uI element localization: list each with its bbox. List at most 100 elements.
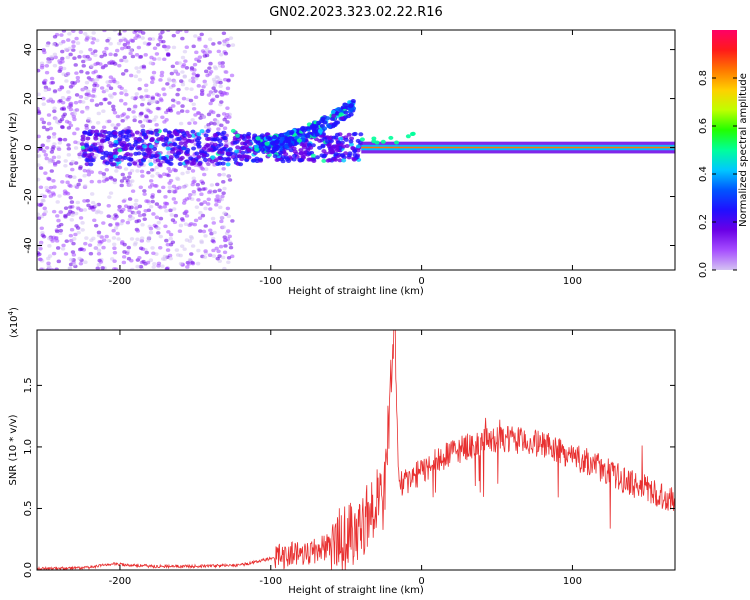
spectrogram-cell	[244, 154, 250, 159]
spectrogram-cell	[162, 57, 167, 62]
spectrogram-cell	[48, 185, 54, 190]
snr-panel: -200 -100 0 100 0.0 0.5 1.0 1.5 Height of strai…	[7, 307, 676, 596]
spectrogram-cell	[235, 133, 241, 138]
spectrogram-cell	[166, 166, 171, 171]
spectrogram-cell	[211, 97, 216, 102]
spectrogram-cell	[200, 213, 206, 218]
spectrogram-cell	[405, 134, 411, 139]
spectrogram-cell	[148, 179, 154, 183]
spectrogram-cell	[74, 108, 80, 112]
spectrogram-cell	[89, 98, 95, 103]
spectrogram-cell	[207, 147, 213, 152]
spectrogram-ylabel: Frequency (Hz)	[8, 112, 19, 188]
spectrogram-cell	[182, 141, 188, 146]
spectrogram-cell	[117, 137, 123, 142]
spectrogram-cell	[208, 228, 213, 233]
spectrogram-cell	[127, 162, 133, 167]
spectrogram-cell	[225, 162, 231, 167]
spectrogram-cell	[107, 101, 112, 105]
spectrogram-cell	[215, 194, 220, 198]
spectrogram-cell	[95, 120, 101, 125]
spectrogram-cell	[87, 243, 93, 247]
spectrogram-cell	[371, 136, 377, 141]
spectrogram-cell	[202, 79, 207, 84]
spectrogram-cell	[208, 207, 213, 211]
spectrogram-cell	[50, 99, 56, 104]
spectrogram-cell	[134, 130, 140, 135]
colorbar-tick-label: 0.6	[698, 118, 709, 134]
spectrogram-cell	[184, 45, 189, 50]
spectrogram-cell	[82, 86, 88, 91]
spectrogram-cell	[188, 222, 194, 226]
spectrogram-cell	[100, 155, 106, 160]
spectrogram-cell	[68, 209, 73, 214]
spectrogram-cell	[280, 155, 286, 160]
spectrogram-cell	[46, 264, 51, 268]
spectrogram-cell	[128, 48, 133, 53]
spectrogram-cell	[43, 209, 48, 214]
spectrogram-cell	[292, 149, 298, 154]
spectrogram-cell	[220, 161, 226, 166]
spectrogram-cell	[189, 252, 194, 256]
spectrogram-cell	[100, 138, 106, 143]
spectrogram-cell	[349, 136, 355, 141]
spectrogram-cell	[334, 120, 341, 125]
spectrogram-cell	[188, 234, 194, 239]
spectrogram-cell	[138, 246, 144, 251]
spectrogram-cell	[169, 71, 175, 76]
spectrogram-cell	[102, 30, 107, 33]
spectrogram-cell	[104, 161, 110, 166]
spectrogram-cell	[181, 136, 187, 141]
spectrogram-cell	[41, 234, 47, 239]
spectrogram-cell	[158, 205, 163, 210]
spectrogram-cell	[54, 239, 60, 243]
colorbar-tick-label: 0.8	[698, 70, 709, 86]
spectrogram-cell	[184, 210, 189, 214]
y-tick-label: 1.0	[23, 439, 34, 455]
spectrogram-cell	[197, 55, 203, 60]
spectrogram-cell	[351, 157, 357, 162]
spectrogram-cell	[146, 235, 152, 240]
spectrogram-cell	[140, 102, 145, 107]
spectrogram-cell	[215, 182, 220, 187]
spectrogram-cell	[167, 189, 172, 194]
spectrogram-cell	[139, 239, 145, 243]
spectrogram-cell	[98, 210, 104, 215]
spectrogram-cell	[346, 153, 352, 158]
spectrogram-cell	[228, 245, 234, 250]
spectrogram-cell	[148, 130, 154, 135]
spectrogram-cell	[112, 178, 118, 182]
spectrogram-cell	[206, 197, 211, 202]
spectrogram-cell	[67, 120, 72, 125]
spectrogram-cell	[81, 59, 86, 64]
spectrogram-cell	[69, 227, 75, 232]
spectrogram-cell	[197, 216, 203, 220]
spectrogram-cell	[246, 148, 252, 153]
spectrogram-cell	[52, 109, 57, 114]
spectrogram-cell	[112, 62, 118, 66]
spectrogram-cell	[314, 155, 320, 160]
spectrogram-cell	[207, 253, 213, 258]
spectrogram-cell	[221, 166, 226, 171]
spectrogram-cell	[78, 30, 83, 34]
spectrogram-cell	[203, 249, 208, 253]
spectrogram-cell	[92, 142, 98, 147]
spectrogram-cell	[258, 143, 264, 148]
spectrogram-cell	[343, 137, 349, 142]
spectrogram-cell	[142, 217, 147, 221]
spectrogram-cell	[210, 137, 216, 142]
spectrogram-cell	[172, 146, 178, 151]
spectrogram-cell	[180, 104, 185, 108]
spectrogram-cell	[98, 133, 104, 138]
spectrogram-cell	[218, 84, 223, 89]
spectrogram-cell	[196, 154, 202, 159]
spectrogram-cell	[68, 102, 73, 107]
spectrogram-cell	[55, 200, 60, 204]
spectrogram-cell	[75, 75, 81, 80]
spectrogram-cell	[75, 127, 80, 131]
spectrogram-cell	[148, 162, 154, 167]
spectrogram-cell	[133, 241, 138, 245]
spectrogram-cell	[113, 139, 119, 144]
spectrogram-cell	[108, 175, 114, 180]
spectrogram-cell	[43, 171, 48, 175]
